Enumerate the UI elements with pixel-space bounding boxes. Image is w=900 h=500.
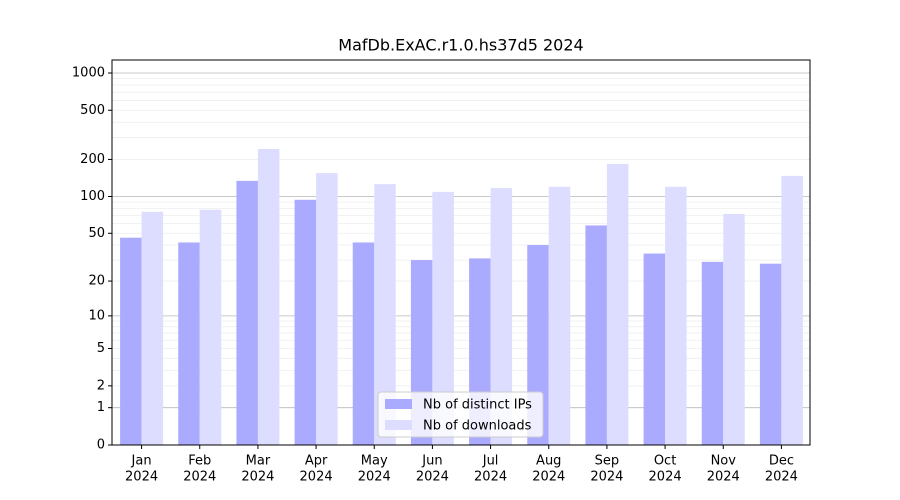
legend-label: Nb of distinct IPs bbox=[423, 398, 532, 413]
x-tick-label: Aug bbox=[536, 454, 561, 469]
legend-swatch bbox=[385, 399, 412, 409]
legend: Nb of distinct IPs Nb of downloads bbox=[377, 391, 544, 438]
bar bbox=[374, 184, 396, 445]
x-tick-label: 2024 bbox=[649, 470, 682, 485]
x-tick-label: 2024 bbox=[707, 470, 740, 485]
bar bbox=[490, 188, 513, 445]
bar bbox=[236, 180, 258, 445]
x-tick-label: Feb bbox=[188, 454, 211, 469]
bar bbox=[352, 242, 375, 445]
x-tick-label: Nov bbox=[711, 454, 737, 469]
y-tick-label: 20 bbox=[88, 274, 105, 289]
legend-box bbox=[377, 391, 544, 438]
bar bbox=[701, 261, 724, 445]
x-tick-label: 2024 bbox=[358, 470, 391, 485]
y-tick-label: 200 bbox=[80, 152, 105, 167]
x-tick-label: 2024 bbox=[765, 470, 798, 485]
bar bbox=[723, 213, 745, 445]
bar bbox=[257, 148, 280, 446]
plot-frame bbox=[111, 59, 811, 446]
grid bbox=[112, 72, 810, 409]
bar bbox=[316, 173, 338, 445]
x-tick-label: 2024 bbox=[183, 470, 216, 485]
bar bbox=[178, 242, 200, 445]
x-tick-label: 2024 bbox=[474, 470, 507, 485]
y-tick-label: 2 bbox=[97, 378, 105, 393]
x-tick-label: 2024 bbox=[300, 470, 333, 485]
bars bbox=[120, 148, 803, 446]
bar bbox=[199, 209, 222, 445]
x-tick-label: 2024 bbox=[532, 470, 565, 485]
chart-title: MafDb.ExAC.r1.0.hs37d5 2024 bbox=[338, 36, 583, 55]
x-tick-label: 2024 bbox=[416, 470, 449, 485]
x-tick-label: Mar bbox=[246, 454, 271, 469]
y-tick-label: 50 bbox=[88, 226, 105, 241]
y-tick-label: 0 bbox=[97, 438, 105, 453]
bar bbox=[294, 199, 317, 445]
ticks: 01251020501002005001000Jan2024Feb2024Mar… bbox=[72, 65, 798, 484]
bar bbox=[781, 175, 803, 446]
y-tick-label: 10 bbox=[88, 308, 105, 323]
y-tick-label: 1000 bbox=[72, 65, 105, 80]
x-tick-label: Apr bbox=[305, 454, 328, 469]
y-tick-label: 100 bbox=[80, 189, 105, 204]
y-tick-label: 1 bbox=[97, 400, 105, 415]
y-tick-label: 5 bbox=[97, 341, 105, 356]
x-tick-label: 2024 bbox=[125, 470, 158, 485]
x-tick-label: May bbox=[361, 454, 388, 469]
bar bbox=[759, 263, 782, 445]
x-tick-label: 2024 bbox=[241, 470, 274, 485]
bar bbox=[665, 186, 687, 445]
x-tick-label: Jul bbox=[482, 454, 499, 469]
bar bbox=[120, 237, 142, 445]
bar bbox=[548, 186, 571, 445]
bar bbox=[432, 191, 454, 445]
x-tick-label: Oct bbox=[654, 454, 676, 469]
x-tick-label: Jun bbox=[421, 454, 442, 469]
bar bbox=[606, 163, 629, 446]
bar bbox=[141, 211, 164, 445]
x-tick-label: Dec bbox=[769, 454, 794, 469]
y-tick-label: 500 bbox=[80, 103, 105, 118]
bar bbox=[585, 225, 607, 445]
x-tick-label: Jan bbox=[131, 454, 152, 469]
bar bbox=[643, 253, 666, 445]
legend-swatch bbox=[385, 420, 412, 430]
x-tick-label: Sep bbox=[595, 454, 620, 469]
legend-label: Nb of downloads bbox=[423, 419, 532, 434]
x-tick-label: 2024 bbox=[590, 470, 623, 485]
